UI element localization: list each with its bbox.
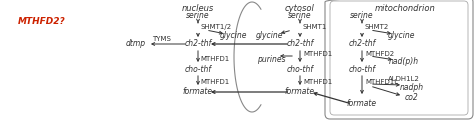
Text: nadph: nadph: [400, 82, 424, 92]
Text: cho-thf: cho-thf: [286, 65, 313, 73]
Text: MTHFD1: MTHFD1: [200, 56, 229, 62]
Text: MTHFD2: MTHFD2: [365, 51, 394, 57]
Text: glycine: glycine: [256, 30, 284, 40]
Text: co2: co2: [405, 93, 419, 102]
Text: formate: formate: [347, 100, 377, 108]
Text: serine: serine: [186, 11, 210, 20]
Text: SHMT1: SHMT1: [303, 24, 328, 30]
Text: MTHFD1: MTHFD1: [303, 51, 332, 57]
Text: MTHFD1L: MTHFD1L: [365, 79, 398, 85]
Text: serine: serine: [350, 11, 374, 20]
Text: ch2-thf: ch2-thf: [286, 40, 314, 49]
Text: glycine: glycine: [388, 30, 416, 40]
Text: SHMT1/2: SHMT1/2: [201, 24, 232, 30]
Text: TYMS: TYMS: [152, 36, 171, 42]
Text: MTHFD1: MTHFD1: [200, 79, 229, 85]
Text: glycine: glycine: [220, 30, 248, 40]
Text: cho-thf: cho-thf: [348, 65, 375, 73]
Text: cytosol: cytosol: [285, 4, 315, 13]
Text: serine: serine: [288, 11, 312, 20]
Text: ch2-thf: ch2-thf: [184, 40, 211, 49]
Text: MTHFD2?: MTHFD2?: [18, 17, 66, 26]
Text: MTHFD1: MTHFD1: [303, 79, 332, 85]
Text: nad(p)h: nad(p)h: [389, 57, 419, 66]
Text: formate: formate: [183, 87, 213, 97]
Text: dtmp: dtmp: [126, 40, 146, 49]
Text: mitochondrion: mitochondrion: [374, 4, 436, 13]
Text: formate: formate: [285, 87, 315, 97]
Text: ch2-thf: ch2-thf: [348, 40, 375, 49]
Text: nucleus: nucleus: [182, 4, 214, 13]
Text: SHMT2: SHMT2: [365, 24, 389, 30]
Text: purines: purines: [257, 55, 285, 63]
Text: cho-thf: cho-thf: [184, 65, 211, 73]
Text: ALDH1L2: ALDH1L2: [388, 76, 420, 82]
